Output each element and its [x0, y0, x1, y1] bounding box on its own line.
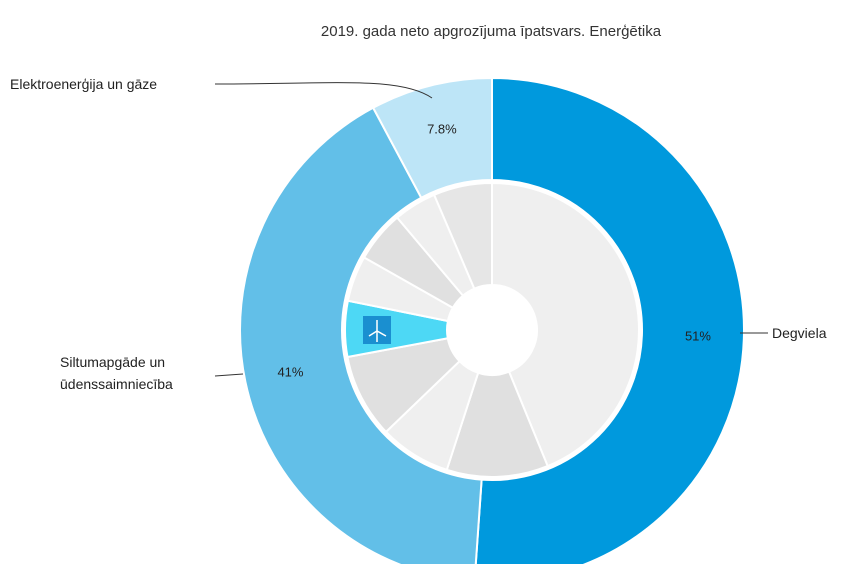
leader-line	[214, 373, 244, 377]
category-label: Elektroenerģija un gāze	[10, 76, 158, 92]
inner-slice	[491, 181, 640, 468]
category-label: Degviela	[772, 325, 827, 341]
leader-line	[214, 82, 433, 99]
data-label: 51%	[685, 329, 711, 344]
inner-slice	[432, 181, 493, 290]
wind-icon	[363, 316, 391, 344]
outer-slice	[239, 106, 483, 564]
outer-slice	[371, 76, 493, 200]
outer-slice	[474, 76, 745, 564]
category-label: Siltumapgāde un ūdenssaimniecība	[60, 354, 173, 392]
chart-title: 2019. gada neto apgrozījuma īpatsvars. E…	[321, 23, 662, 40]
data-label: 41%	[277, 365, 303, 380]
inner-slice	[445, 370, 549, 478]
data-label: 7.8%	[427, 122, 457, 137]
rings	[239, 76, 745, 564]
